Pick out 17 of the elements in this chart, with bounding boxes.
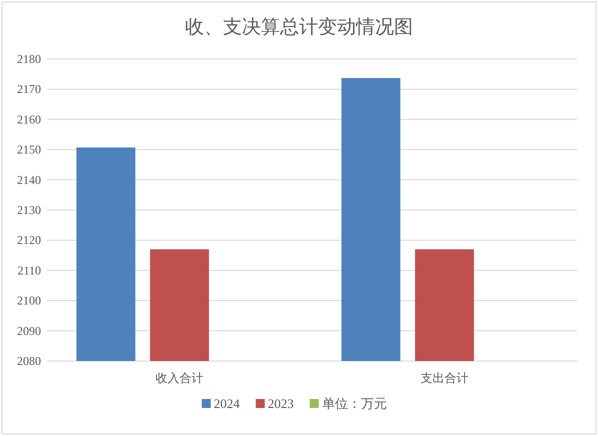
x-tick-label: 收入合计 bbox=[156, 371, 204, 385]
legend-label: 单位：万元 bbox=[322, 396, 387, 411]
y-tick-label: 2180 bbox=[17, 52, 41, 66]
y-tick-label: 2080 bbox=[17, 354, 41, 368]
y-tick-label: 2120 bbox=[17, 233, 41, 248]
x-tick-label: 支出合计 bbox=[420, 371, 468, 385]
y-tick-label: 2150 bbox=[17, 142, 41, 157]
legend-label: 2024 bbox=[214, 396, 240, 411]
legend-label: 2023 bbox=[268, 396, 294, 411]
y-tick-label: 2160 bbox=[17, 112, 41, 126]
y-tick-label: 2090 bbox=[17, 324, 41, 338]
y-tick-label: 2110 bbox=[17, 263, 41, 278]
y-tick-label: 2100 bbox=[17, 294, 41, 308]
y-tick-label: 2140 bbox=[17, 172, 41, 187]
chart-title: 收、支决算总计变动情况图 bbox=[185, 16, 413, 38]
y-tick-label: 2130 bbox=[17, 203, 41, 217]
y-tick-label: 2170 bbox=[17, 82, 41, 96]
